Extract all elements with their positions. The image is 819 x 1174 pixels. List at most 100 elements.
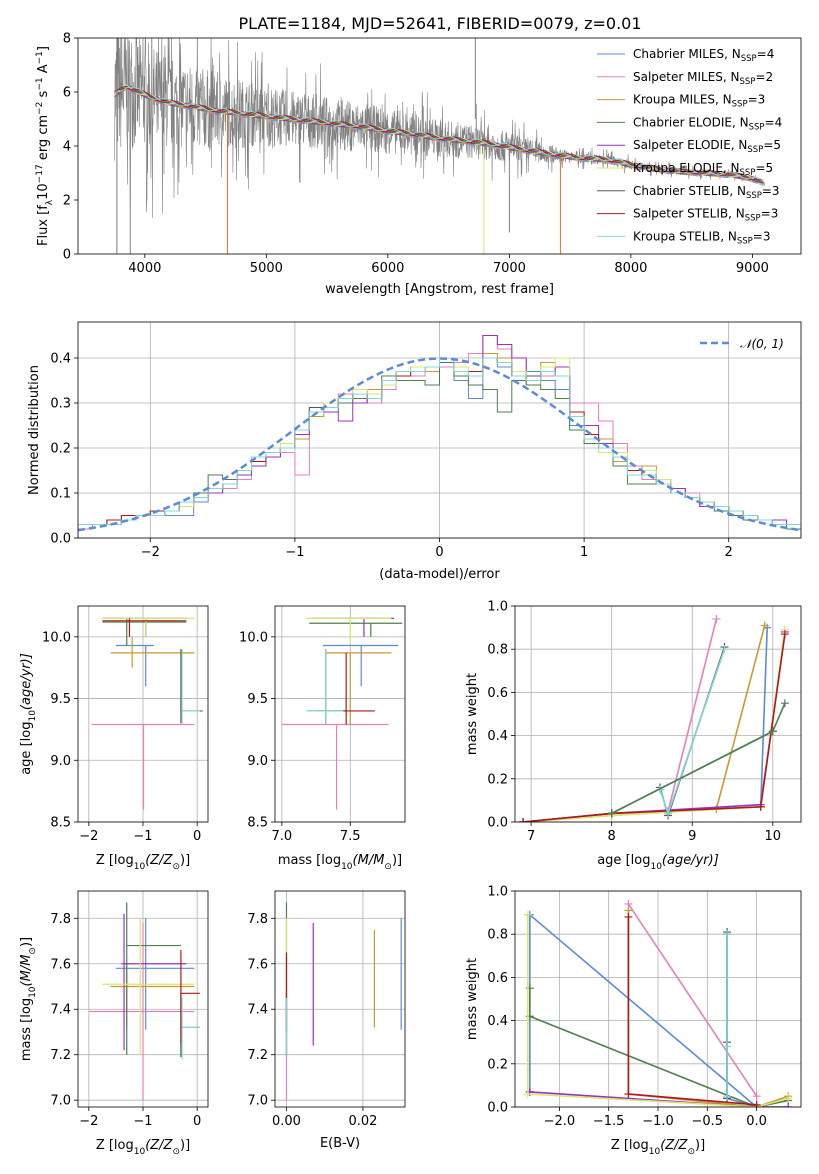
weight-line <box>528 913 758 1107</box>
label-part: 10 <box>28 710 38 722</box>
massweight_vs_age-xlabel: age [log10(age/yr)] <box>597 853 719 872</box>
mass_vs_ebv-frame <box>274 890 406 1108</box>
legend-sub: SSP <box>740 168 756 178</box>
y-tick-label: 0.3 <box>50 397 71 412</box>
label-part: ⊙ <box>384 862 392 872</box>
y-tick-label: 1.0 <box>487 600 508 615</box>
label-part: )] <box>19 937 34 947</box>
ylabel-part: −1 <box>35 77 45 90</box>
legend-entry: Chabrier MILES, NSSP=4 <box>633 47 774 64</box>
weight-line <box>529 1091 789 1107</box>
legend-sub: SSP <box>737 236 753 246</box>
x-tick-label: 9000 <box>736 261 769 276</box>
legend-entry: Kroupa MILES, NSSP=3 <box>633 93 765 110</box>
y-tick-label: 0.4 <box>487 729 508 744</box>
label-part: mass [log <box>278 853 341 868</box>
mass_vs_ebv-plot <box>285 902 402 1101</box>
y-tick-label: 0.4 <box>487 1014 508 1029</box>
y-tick-label: 0.8 <box>487 928 508 943</box>
y-tick-label: 7.2 <box>247 1048 268 1063</box>
y-tick-label: 0.0 <box>50 532 71 547</box>
massweight_vs_z-frame <box>514 890 802 1108</box>
x-tick-label: 0.00 <box>272 1114 301 1129</box>
x-tick-label: 8 <box>608 829 616 844</box>
weight-marker <box>780 699 789 708</box>
age_vs_mass-xlabel: mass [log10(M/M⊙)] <box>278 853 402 872</box>
x-tick-label: 7.5 <box>340 829 361 844</box>
legend-text: Chabrier MILES, N <box>633 47 741 61</box>
y-tick-label: 2 <box>63 194 71 209</box>
weight-line <box>523 633 786 822</box>
weight-marker <box>780 630 789 639</box>
legend-entry: Salpeter MILES, NSSP=2 <box>633 70 773 87</box>
y-tick-label: 10.0 <box>42 630 71 645</box>
x-tick-label: −0.5 <box>692 1114 724 1129</box>
age_vs_z-ylabel: age [log10(age/yr)] <box>19 653 38 775</box>
ylabel-part: ] <box>36 46 51 51</box>
ylabel-part: 10 <box>36 183 51 200</box>
spectrum-panel: 4000 5000 6000 7000 8000 9000 0 2 4 6 8 Chabrier MI… <box>35 32 802 297</box>
legend-text: Chabrier STELIB, N <box>633 184 746 198</box>
spectrum-xlabel: wavelength [Angstrom, rest frame] <box>325 282 554 297</box>
y-tick-label: 8.5 <box>50 816 71 831</box>
x-tick-label: 0 <box>435 545 443 560</box>
label-part: (Z/Z <box>145 853 173 868</box>
legend-entry: Salpeter ELODIE, NSSP=5 <box>633 138 781 155</box>
y-tick-label: 7.4 <box>247 1003 268 1018</box>
mass_vs_z-xlabel: Z [log10(Z/Z⊙)] <box>96 1138 190 1157</box>
legend-entry: Salpeter STELIB, NSSP=3 <box>633 207 778 224</box>
x-tick-label: 0.02 <box>348 1114 377 1129</box>
histogram-panel: −2 −1 0 1 2 0.0 0.1 0.2 0.3 0.4 𝒩(0, 1) (data-model… <box>27 321 802 582</box>
weight-marker <box>723 1092 732 1101</box>
legend-sub: SSP <box>741 54 757 64</box>
label-part: 10 <box>341 862 353 872</box>
massweight_vs_z-xlabel: Z [log10(Z/Z⊙)] <box>611 1138 705 1157</box>
x-tick-label: −1.5 <box>593 1114 625 1129</box>
label-part: )] <box>695 1138 705 1153</box>
legend-eq: =3 <box>762 184 780 198</box>
label-part: 10 <box>134 862 146 872</box>
label-part: 10 <box>28 986 38 998</box>
weight-line <box>528 988 789 1107</box>
weight-marker <box>525 984 534 993</box>
spectrum-ylabel: Flux [fλ10−17 erg cm−2 s−1 A−1] <box>35 46 55 246</box>
age_vs_mass-plot <box>281 617 403 810</box>
age_vs_z-plot <box>91 617 203 810</box>
weight-line <box>523 627 768 822</box>
figure-title: PLATE=1184, MJD=52641, FIBERID=0079, z=0… <box>238 14 641 33</box>
x-tick-label: −2 <box>141 545 160 560</box>
x-tick-label: 10 <box>765 829 782 844</box>
legend-sub: SSP <box>732 100 748 110</box>
y-tick-label: 7.6 <box>50 957 71 972</box>
label-part: mass [log <box>19 998 34 1061</box>
weight-marker <box>768 727 777 736</box>
age_vs_z-xlabel: Z [log10(Z/Z⊙)] <box>96 853 190 872</box>
mass_vs_ebv-panel: 0.00 0.02 7.0 7.2 7.4 7.6 7.8 E(B-V) <box>247 890 406 1151</box>
y-tick-label: 8.5 <box>247 816 268 831</box>
weight-line <box>523 702 786 822</box>
weight-marker <box>720 645 729 654</box>
y-tick-label: 9.0 <box>247 754 268 769</box>
age_vs_mass-frame <box>274 605 406 823</box>
label-part: Z [log <box>611 1138 649 1153</box>
x-tick-label: −2.0 <box>544 1114 576 1129</box>
legend-entry: Kroupa STELIB, NSSP=3 <box>633 229 771 246</box>
legend-entry: Chabrier ELODIE, NSSP=4 <box>633 115 782 132</box>
mass_vs_z-panel: −2 −1 07.07.27.47.67.8Z [log10(Z/Z⊙)]mass … <box>19 890 209 1157</box>
x-tick-label: −1 <box>285 545 304 560</box>
massweight_vs_z-panel: −2.0 −1.5 −1.0 −0.5 0.0 0.0 0.2 0.4 0.6 0.8 1.0 Z [… <box>465 885 802 1157</box>
legend-text: Kroupa ELODIE, N <box>633 161 740 175</box>
weight-line <box>526 914 789 1107</box>
weight-line <box>611 730 774 815</box>
weight-marker <box>607 809 616 818</box>
spectrum-model-line <box>114 87 764 181</box>
ylabel-part: s <box>36 90 51 101</box>
y-tick-label: 0.1 <box>50 487 71 502</box>
label-part: (Z/Z <box>660 1138 688 1153</box>
x-tick-label: 9 <box>688 829 696 844</box>
label-part: 10 <box>134 1147 146 1157</box>
age_vs_mass-panel: 7.0 7.5 8.5 9.0 9.5 10.0 mass [log10(M/M⊙)] <box>239 605 406 872</box>
legend-eq: =4 <box>757 47 775 61</box>
x-tick-label: −2 <box>79 829 98 844</box>
